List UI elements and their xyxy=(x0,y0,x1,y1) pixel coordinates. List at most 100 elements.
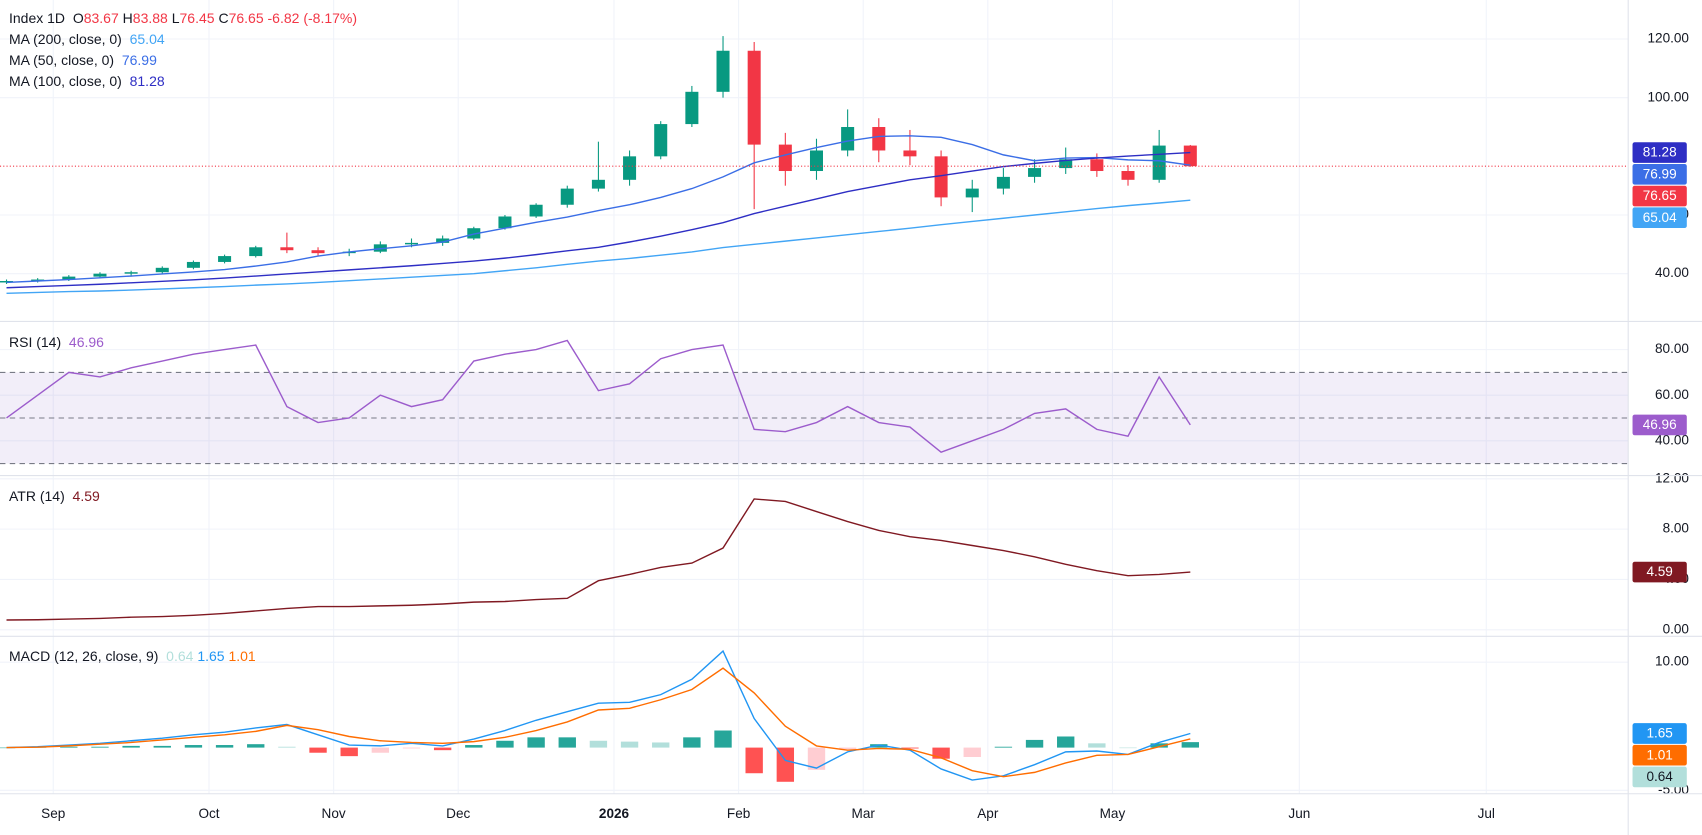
histogram-bar xyxy=(901,747,919,749)
change: -6.82 xyxy=(267,10,300,26)
candle-body xyxy=(373,244,387,252)
histogram-bar xyxy=(1025,739,1044,748)
candle-body xyxy=(716,50,730,92)
ohlc-value: 83.88 xyxy=(132,10,168,26)
ohlc-label: L xyxy=(171,10,180,26)
histogram-bar xyxy=(496,740,514,748)
indicator-line xyxy=(6,339,1191,453)
y-tick-label: 100.00 xyxy=(1647,89,1689,104)
histogram-bar xyxy=(215,745,234,748)
x-tick-label: Oct xyxy=(198,806,219,821)
ohlc-value: 76.65 xyxy=(228,10,264,26)
histogram-bar xyxy=(1119,747,1137,749)
y-tick-label: 0.00 xyxy=(1663,621,1690,636)
candle-body xyxy=(809,150,823,172)
value-label: 1.65 xyxy=(1646,726,1672,741)
histogram-bar xyxy=(153,745,171,748)
histogram-bar xyxy=(963,747,981,757)
histogram-bar xyxy=(60,746,78,748)
indicator-value: 1.65 xyxy=(197,648,225,664)
histogram-bar xyxy=(776,747,795,782)
value-label-box xyxy=(1632,414,1687,436)
ma-name: MA (50, close, 0) xyxy=(9,52,115,68)
candle-body xyxy=(186,261,200,268)
indicator-name: ATR (14) xyxy=(9,488,65,504)
histogram-bar xyxy=(402,747,421,749)
candle-body xyxy=(436,238,450,243)
ma-name: MA (100, close, 0) xyxy=(9,73,122,89)
x-tick-label: Sep xyxy=(41,806,65,821)
candle-body xyxy=(591,179,605,189)
candle-body xyxy=(685,91,699,125)
candle-body xyxy=(841,127,855,151)
candle-body xyxy=(1028,168,1042,177)
indicator-name: RSI (14) xyxy=(9,334,62,350)
candle-body xyxy=(498,216,512,229)
ohlc-value: 83.67 xyxy=(83,10,119,26)
y-tick-label: 40.00 xyxy=(1655,265,1689,280)
candle-body xyxy=(1059,159,1073,169)
candle-body xyxy=(1090,159,1104,172)
candle-body xyxy=(218,256,232,262)
histogram-bar xyxy=(714,730,732,748)
histogram-bar xyxy=(340,747,358,757)
x-tick-label: Mar xyxy=(852,806,876,821)
indicator-line xyxy=(6,649,1191,781)
histogram-bar xyxy=(1057,736,1075,748)
grid-layer xyxy=(0,0,1629,794)
histogram-bar xyxy=(807,747,826,770)
histogram-bar xyxy=(838,747,857,750)
indicator-line xyxy=(6,498,1191,621)
histogram-bar xyxy=(184,745,203,748)
candle-body xyxy=(404,242,419,245)
x-tick-label: 2026 xyxy=(599,806,630,821)
candle-body xyxy=(31,279,45,282)
value-label-box xyxy=(1632,723,1687,744)
ohlc-label: H xyxy=(122,10,133,26)
atr-legend: ATR (14) 4.59 xyxy=(9,486,100,507)
ma-value: 76.99 xyxy=(121,52,157,68)
ohlc-value: 76.45 xyxy=(179,10,215,26)
histogram-bar xyxy=(870,744,888,748)
y-tick-label: 80.00 xyxy=(1655,341,1689,356)
value-label-box xyxy=(1632,744,1687,766)
histogram-bar xyxy=(465,745,483,748)
value-label-box xyxy=(1632,163,1687,185)
value-label-box xyxy=(1632,207,1687,229)
value-label-box xyxy=(1632,766,1687,788)
indicator-value: 4.59 xyxy=(72,488,100,504)
candle-body xyxy=(996,176,1010,189)
candle-body xyxy=(654,124,668,157)
candle-body xyxy=(249,247,263,257)
value-label: 1.01 xyxy=(1646,747,1672,762)
histogram-bar xyxy=(932,747,950,759)
histogram-bar xyxy=(527,737,545,748)
histogram-bar xyxy=(745,747,763,774)
value-label-box xyxy=(1632,142,1687,163)
value-label: 81.28 xyxy=(1643,145,1677,160)
value-label: 4.59 xyxy=(1646,564,1672,579)
candle-body xyxy=(778,144,792,172)
rsi-legend: RSI (14) 46.96 xyxy=(9,332,104,353)
candle-body xyxy=(1183,145,1197,167)
histogram-bar xyxy=(994,746,1013,748)
moving-average-line xyxy=(6,151,1191,289)
histogram-bar xyxy=(620,741,639,748)
moving-average-line xyxy=(6,135,1191,284)
candle-body xyxy=(1121,171,1135,180)
candle-body xyxy=(0,281,14,283)
histogram-bar xyxy=(371,747,390,753)
ohlc-label: C xyxy=(218,10,229,26)
candle-body xyxy=(965,188,979,198)
histogram-bar xyxy=(1088,743,1106,748)
candle-body xyxy=(747,50,761,145)
value-label-box xyxy=(1632,561,1687,583)
value-label-box xyxy=(1632,185,1687,207)
y-tick-label: 40.00 xyxy=(1655,432,1689,447)
ma-value: 65.04 xyxy=(129,31,165,47)
candle-body xyxy=(124,272,138,274)
value-label: 46.96 xyxy=(1643,417,1677,432)
ma-name: MA (200, close, 0) xyxy=(9,31,122,47)
